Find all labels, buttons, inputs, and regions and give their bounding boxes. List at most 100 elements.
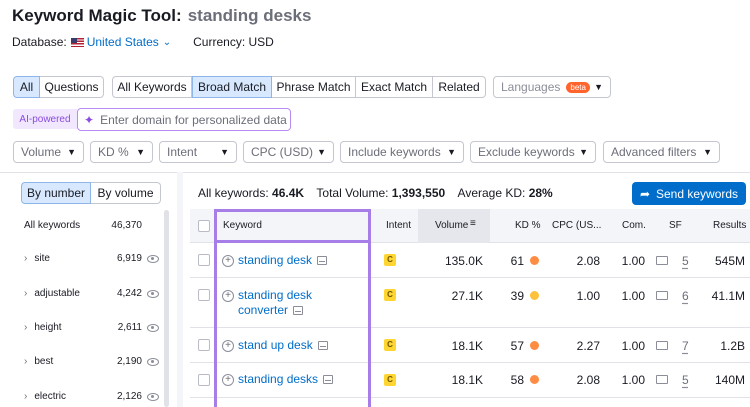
- serp-icon[interactable]: [317, 341, 328, 350]
- column-intent[interactable]: Intent: [386, 220, 412, 231]
- serp-icon[interactable]: [317, 256, 328, 265]
- ai-powered-badge: AI-powered: [13, 109, 77, 129]
- keyword-text[interactable]: stand up desk: [238, 338, 313, 352]
- com-value: 1.00: [621, 289, 645, 303]
- sidebar-scrollbar[interactable]: [164, 210, 169, 407]
- tab-phrase-match[interactable]: Phrase Match: [272, 76, 356, 98]
- row-divider: [190, 362, 750, 363]
- sf-count[interactable]: 6: [682, 289, 689, 303]
- results-value: 41.1M: [711, 289, 745, 303]
- search-query: standing desks: [187, 6, 312, 25]
- summary-label: Average KD:: [457, 186, 526, 200]
- column-volume[interactable]: Volume: [435, 220, 469, 231]
- filter-volume[interactable]: Volume ▼: [13, 141, 84, 163]
- intent-badge: C: [384, 374, 396, 386]
- database-row: Database: United States ⌄ Currency: USD: [12, 35, 274, 49]
- serp-icon[interactable]: [293, 306, 304, 315]
- add-icon[interactable]: +: [222, 254, 234, 267]
- filter-label: Include keywords: [348, 145, 441, 159]
- currency-value: USD: [248, 35, 274, 49]
- filter-label: KD %: [98, 145, 129, 159]
- chevron-right-icon[interactable]: ›: [24, 391, 28, 402]
- tab-all-keywords[interactable]: All Keywords: [112, 76, 192, 98]
- sidebar-item-site[interactable]: › site: [24, 253, 50, 264]
- summary-value: 46.4K: [272, 186, 305, 200]
- sidebar-item-electric[interactable]: › electric: [24, 391, 66, 402]
- keyword-link[interactable]: + stand up desk: [222, 338, 328, 353]
- sidebar-item-height[interactable]: › height: [24, 322, 62, 333]
- row-checkbox[interactable]: [198, 254, 210, 266]
- cpc-value: 1.00: [576, 289, 600, 303]
- sidebar-item-adjustable[interactable]: › adjustable: [24, 288, 80, 299]
- domain-input[interactable]: ✦ Enter domain for personalized data: [77, 108, 291, 131]
- send-keywords-button[interactable]: ➦ Send keywords: [632, 182, 746, 205]
- filter-cpc[interactable]: CPC (USD) ▼: [243, 141, 334, 163]
- eye-icon[interactable]: [147, 324, 159, 332]
- column-sf[interactable]: SF: [669, 220, 682, 231]
- add-icon[interactable]: +: [222, 289, 234, 302]
- filter-include-keywords[interactable]: Include keywords ▼: [340, 141, 464, 163]
- column-results[interactable]: Results: [713, 220, 747, 231]
- chevron-right-icon[interactable]: ›: [24, 322, 28, 333]
- kd-value: 39: [510, 289, 524, 303]
- keyword-link[interactable]: + standing desk: [222, 253, 328, 268]
- tab-broad-match[interactable]: Broad Match: [192, 76, 272, 98]
- column-kd[interactable]: KD %: [515, 220, 541, 231]
- filter-exclude-keywords[interactable]: Exclude keywords ▼: [470, 141, 596, 163]
- add-icon[interactable]: +: [222, 339, 234, 352]
- chevron-right-icon[interactable]: ›: [24, 288, 28, 299]
- tab-related[interactable]: Related: [433, 76, 486, 98]
- languages-dropdown[interactable]: Languages beta ▼: [493, 76, 611, 98]
- database-select[interactable]: United States: [86, 35, 159, 49]
- intent-badge: C: [384, 289, 396, 301]
- cpc-value: 2.27: [576, 339, 600, 353]
- keyword-link-line2[interactable]: converter: [238, 303, 304, 318]
- filter-kd[interactable]: KD % ▼: [90, 141, 153, 163]
- sf-count[interactable]: 7: [682, 339, 689, 353]
- tab-exact-match[interactable]: Exact Match: [356, 76, 433, 98]
- tab-questions[interactable]: Questions: [40, 76, 104, 98]
- filter-advanced[interactable]: Advanced filters ▼: [603, 141, 720, 163]
- keyword-text[interactable]: converter: [238, 303, 289, 317]
- add-icon[interactable]: +: [222, 373, 234, 386]
- select-all-checkbox[interactable]: [198, 220, 210, 232]
- sf-count[interactable]: 5: [682, 373, 689, 387]
- column-cpc[interactable]: CPC (US...: [552, 220, 602, 231]
- eye-icon[interactable]: [147, 358, 159, 366]
- sidebar-item-count: 2,611: [117, 322, 142, 333]
- chevron-down-icon[interactable]: ⌄: [162, 36, 172, 48]
- column-com[interactable]: Com.: [622, 220, 646, 231]
- chevron-right-icon[interactable]: ›: [24, 253, 28, 264]
- chevron-down-icon: ▼: [317, 147, 326, 157]
- keyword-text[interactable]: standing desk: [238, 288, 313, 302]
- by-volume-toggle[interactable]: By volume: [91, 182, 161, 204]
- chevron-down-icon: ▼: [67, 147, 76, 157]
- keyword-text[interactable]: standing desks: [238, 372, 319, 386]
- kd-value: 58: [510, 373, 524, 387]
- row-checkbox[interactable]: [198, 289, 210, 301]
- chevron-right-icon[interactable]: ›: [24, 356, 28, 367]
- us-flag-icon: [70, 37, 84, 47]
- row-checkbox[interactable]: [198, 339, 210, 351]
- section-divider: [0, 172, 750, 173]
- sort-icon[interactable]: ≡: [470, 218, 476, 229]
- row-checkbox[interactable]: [198, 374, 210, 386]
- eye-icon[interactable]: [147, 290, 159, 298]
- sidebar-item-count: 2,190: [116, 356, 142, 367]
- serp-features-icon: [656, 375, 668, 384]
- eye-icon[interactable]: [147, 255, 159, 263]
- kd-dot: [530, 375, 539, 384]
- eye-icon[interactable]: [147, 393, 159, 401]
- sf-count[interactable]: 5: [682, 254, 689, 268]
- by-number-toggle[interactable]: By number: [21, 182, 91, 204]
- keyword-link[interactable]: + standing desks: [222, 372, 334, 387]
- sidebar-all-keywords[interactable]: All keywords: [24, 220, 81, 231]
- filter-intent[interactable]: Intent ▼: [159, 141, 237, 163]
- beta-badge: beta: [566, 81, 590, 93]
- column-keyword[interactable]: Keyword: [223, 220, 262, 231]
- sidebar-item-best[interactable]: › best: [24, 356, 53, 367]
- serp-icon[interactable]: [323, 375, 334, 384]
- keyword-text[interactable]: standing desk: [238, 253, 313, 267]
- keyword-link[interactable]: + standing desk: [222, 288, 312, 303]
- tab-all[interactable]: All: [13, 76, 40, 98]
